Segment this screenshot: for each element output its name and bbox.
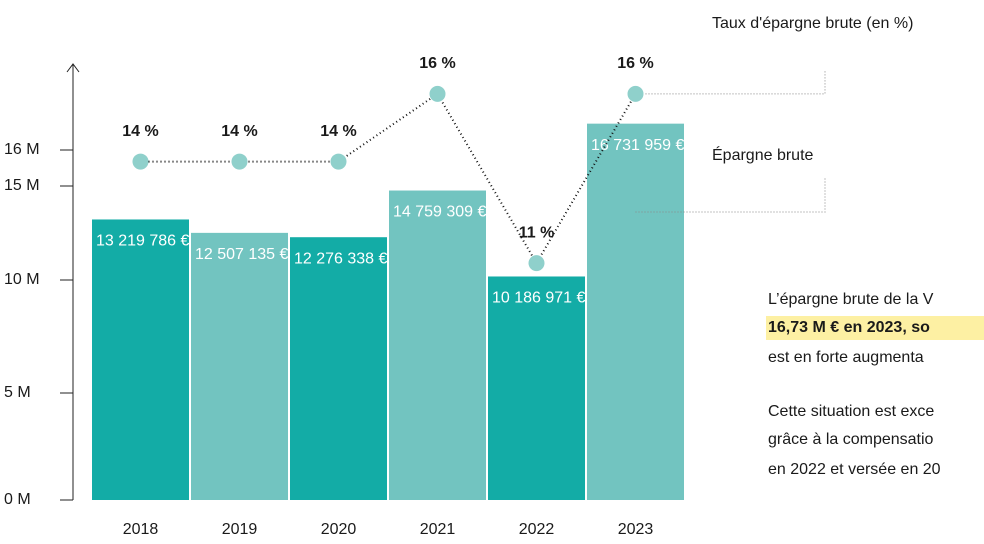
bar <box>587 123 684 500</box>
rate-label: 14 % <box>320 123 356 140</box>
bar-value-label: 14 759 309 € <box>393 204 487 221</box>
x-tick-label: 2019 <box>222 521 258 538</box>
bar-value-label: 10 186 971 € <box>492 290 586 307</box>
rate-label: 11 % <box>519 224 555 241</box>
leader-line <box>635 178 826 213</box>
y-tick-label: 16 M <box>4 141 40 158</box>
x-tick-label: 2020 <box>321 521 357 538</box>
rate-dot <box>528 255 545 272</box>
leader-line <box>645 70 826 95</box>
rate-label: 14 % <box>221 123 257 140</box>
note-line: 16,73 M € en 2023, so <box>768 319 930 336</box>
x-tick-label: 2018 <box>123 521 159 538</box>
x-tick-label: 2022 <box>519 521 555 538</box>
rate-dot <box>330 153 347 170</box>
note-line: grâce à la compensatio <box>768 431 934 448</box>
rate-label: 16 % <box>617 55 653 72</box>
x-tick-label: 2021 <box>420 521 456 538</box>
axis-arrow <box>66 63 80 73</box>
bar-value-label: 12 276 338 € <box>294 250 388 267</box>
note-line: est en forte augmenta <box>768 349 924 366</box>
note-line: en 2022 et versée en 20 <box>768 461 941 478</box>
highlight <box>766 316 984 340</box>
rate-dot <box>132 153 149 170</box>
bar-value-label: 12 507 135 € <box>195 246 289 263</box>
rate-dot <box>627 85 644 102</box>
note-line: Cette situation est exce <box>768 403 934 420</box>
line-legend-label: Taux d'épargne brute (en %) <box>712 15 913 32</box>
y-tick-label: 10 M <box>4 271 40 288</box>
bar <box>191 232 288 501</box>
bar-value-label: 13 219 786 € <box>96 233 190 250</box>
bar-legend-label: Épargne brute <box>712 145 814 164</box>
bar-value-label: 16 731 959 € <box>591 137 685 154</box>
y-tick-label: 15 M <box>4 177 40 194</box>
y-tick-label: 5 M <box>4 384 31 401</box>
rate-label: 16 % <box>419 55 455 72</box>
y-tick-label: 0 M <box>4 491 31 508</box>
rate-label: 14 % <box>122 123 158 140</box>
rate-dot <box>231 153 248 170</box>
bar <box>488 276 585 500</box>
bar <box>290 237 387 501</box>
note-line: L’épargne brute de la V <box>768 291 934 308</box>
bar <box>389 190 486 500</box>
x-tick-label: 2023 <box>618 521 654 538</box>
bar <box>92 219 189 500</box>
rate-dot <box>429 85 446 102</box>
